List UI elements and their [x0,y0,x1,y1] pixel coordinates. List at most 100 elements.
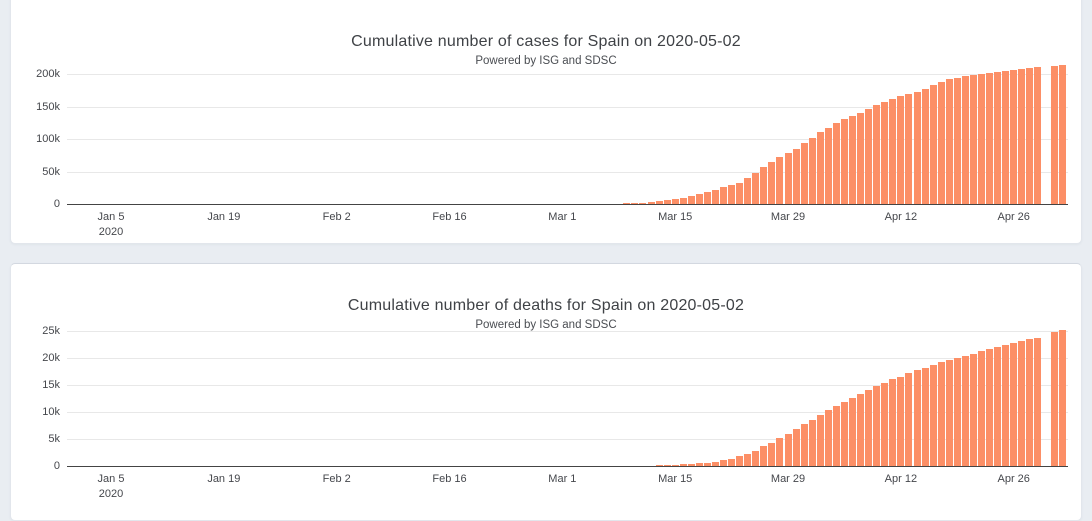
x-tick-label: Mar 1 [548,210,576,225]
bar[interactable] [752,173,759,204]
bar[interactable] [793,149,800,204]
x-axis-line [67,466,1068,468]
bar[interactable] [841,402,848,466]
bar[interactable] [930,85,937,204]
bar[interactable] [801,143,808,204]
bar[interactable] [881,102,888,204]
bar[interactable] [768,162,775,204]
bar[interactable] [712,190,719,204]
bar[interactable] [760,167,767,204]
bar[interactable] [1059,65,1066,204]
bar[interactable] [817,132,824,204]
gridline [67,74,1068,75]
bar[interactable] [930,365,937,466]
bar[interactable] [817,415,824,466]
bar[interactable] [938,362,945,466]
cases-chart-card: Cumulative number of cases for Spain on … [10,0,1082,244]
bar[interactable] [752,451,759,466]
bar[interactable] [1010,70,1017,204]
bar[interactable] [1010,343,1017,466]
bar[interactable] [938,82,945,204]
bar[interactable] [1034,67,1041,204]
bar[interactable] [728,185,735,204]
bar[interactable] [962,356,969,466]
bar[interactable] [889,379,896,466]
bar[interactable] [922,89,929,204]
x-tick-label: Jan 19 [207,210,240,225]
bar[interactable] [873,386,880,466]
bar[interactable] [897,96,904,204]
bar[interactable] [994,347,1001,466]
bar[interactable] [914,370,921,466]
bar[interactable] [914,92,921,204]
x-tick-label: Mar 15 [658,472,692,487]
bar[interactable] [704,192,711,204]
bar[interactable] [833,406,840,466]
x-tick-label: Feb 2 [323,472,351,487]
bar[interactable] [785,434,792,466]
bar[interactable] [760,446,767,466]
bar[interactable] [978,74,985,204]
bar[interactable] [970,354,977,466]
y-tick-label: 0 [54,198,60,210]
y-tick-label: 50k [42,166,60,178]
bar[interactable] [905,94,912,204]
bar[interactable] [825,128,832,205]
bar[interactable] [857,394,864,466]
bar[interactable] [1026,339,1033,466]
y-tick-label: 200k [36,68,60,80]
bar[interactable] [744,454,751,466]
bar[interactable] [970,75,977,204]
bar[interactable] [986,73,993,204]
bar[interactable] [776,438,783,466]
bar[interactable] [1051,66,1058,204]
bar[interactable] [978,351,985,466]
bar[interactable] [897,377,904,466]
bar[interactable] [776,157,783,204]
bar[interactable] [865,109,872,204]
bar[interactable] [809,138,816,204]
bar[interactable] [841,119,848,204]
bar[interactable] [873,105,880,204]
bar[interactable] [1051,332,1058,466]
y-tick-label: 0 [54,460,60,472]
x-tick-label: Feb 2 [323,210,351,225]
bar[interactable] [946,79,953,204]
bar[interactable] [986,349,993,466]
bar[interactable] [1026,68,1033,204]
bar[interactable] [849,116,856,204]
bar[interactable] [865,390,872,466]
bar[interactable] [833,123,840,204]
bar[interactable] [905,373,912,466]
bar[interactable] [768,443,775,467]
bar[interactable] [954,358,961,466]
bar[interactable] [881,383,888,466]
bar[interactable] [1002,345,1009,466]
bar[interactable] [994,72,1001,204]
bar[interactable] [736,183,743,205]
bar[interactable] [825,410,832,466]
x-tick-label: Apr 12 [885,472,917,487]
bar[interactable] [1018,69,1025,204]
bar[interactable] [1059,330,1066,466]
bar[interactable] [954,78,961,204]
x-tick-label: Jan 19 [207,472,240,487]
x-tick-label: Feb 16 [432,210,466,225]
bar[interactable] [793,429,800,466]
bar[interactable] [857,113,864,204]
bar[interactable] [1018,341,1025,466]
bar[interactable] [720,187,727,204]
bar[interactable] [849,398,856,466]
bar[interactable] [889,99,896,204]
bar[interactable] [962,76,969,204]
bar[interactable] [744,178,751,204]
bar[interactable] [946,360,953,466]
bar[interactable] [809,420,816,466]
bar[interactable] [1034,338,1041,466]
bar[interactable] [785,153,792,204]
bar[interactable] [801,424,808,466]
bar[interactable] [1002,71,1009,204]
bar[interactable] [922,368,929,466]
